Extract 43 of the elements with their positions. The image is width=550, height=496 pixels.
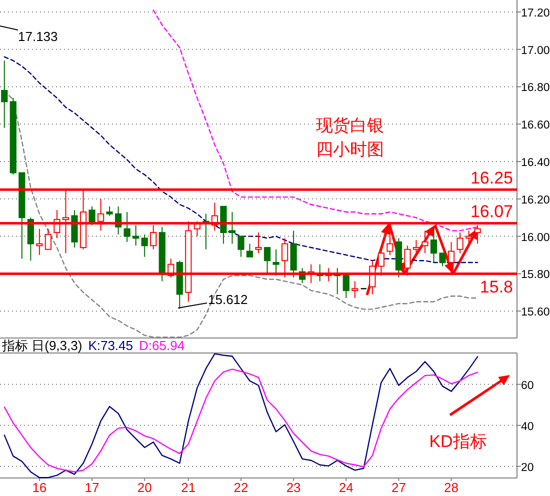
candlestick (466, 230, 472, 244)
y-tick-label: 17.00 (521, 44, 550, 57)
x-tick-label: 20 (137, 480, 152, 495)
y-tick-label: 15.80 (521, 269, 550, 282)
candlestick (132, 224, 140, 246)
y-tick-label: 16.80 (521, 82, 550, 94)
candlestick (1, 60, 8, 128)
candlestick (124, 212, 130, 242)
candlestick (71, 210, 78, 248)
candlestick (272, 248, 280, 276)
ref-line-label: 16.07 (470, 202, 513, 222)
x-tick-label: 22 (234, 480, 248, 495)
text: D:65.94 (139, 338, 185, 353)
candlestick (228, 212, 236, 244)
candlestick (36, 228, 43, 256)
candlestick (422, 230, 428, 254)
text: K:73.45 (88, 338, 134, 353)
y-tick-label: 16.00 (521, 232, 550, 244)
ref-line-label: 15.8 (480, 278, 513, 297)
chart-title: 指标 日(9,3,3) (1, 338, 82, 353)
x-tick-label: 23 (286, 480, 301, 495)
annotation: 15.612 (208, 292, 248, 307)
x-tick-label: 16 (32, 480, 47, 495)
y-tick-label: 20 (521, 462, 534, 474)
x-tick-label: 21 (181, 480, 196, 495)
candlestick (430, 226, 438, 263)
x-tick-label: 24 (338, 480, 354, 495)
y-tick-label: 16.40 (521, 157, 550, 170)
x-tick-label: 28 (444, 480, 459, 495)
y-tick-label: 40 (521, 420, 534, 433)
candlestick (352, 280, 358, 298)
y-tick-label: 60 (521, 380, 534, 392)
annotation: KD指标 (429, 432, 487, 451)
y-tick-label: 15.60 (521, 306, 550, 319)
x-tick-label: 27 (391, 480, 406, 495)
annotation: 四小时图 (316, 140, 384, 159)
annotation: 17.133 (18, 29, 58, 44)
y-tick-label: 16.60 (521, 120, 550, 132)
x-tick-label: 17 (84, 480, 100, 495)
annotation: 现货白银 (316, 116, 384, 135)
ref-line-label: 16.25 (470, 168, 513, 188)
y-tick-label: 16.20 (521, 194, 550, 206)
y-tick-label: 17.20 (521, 7, 550, 20)
